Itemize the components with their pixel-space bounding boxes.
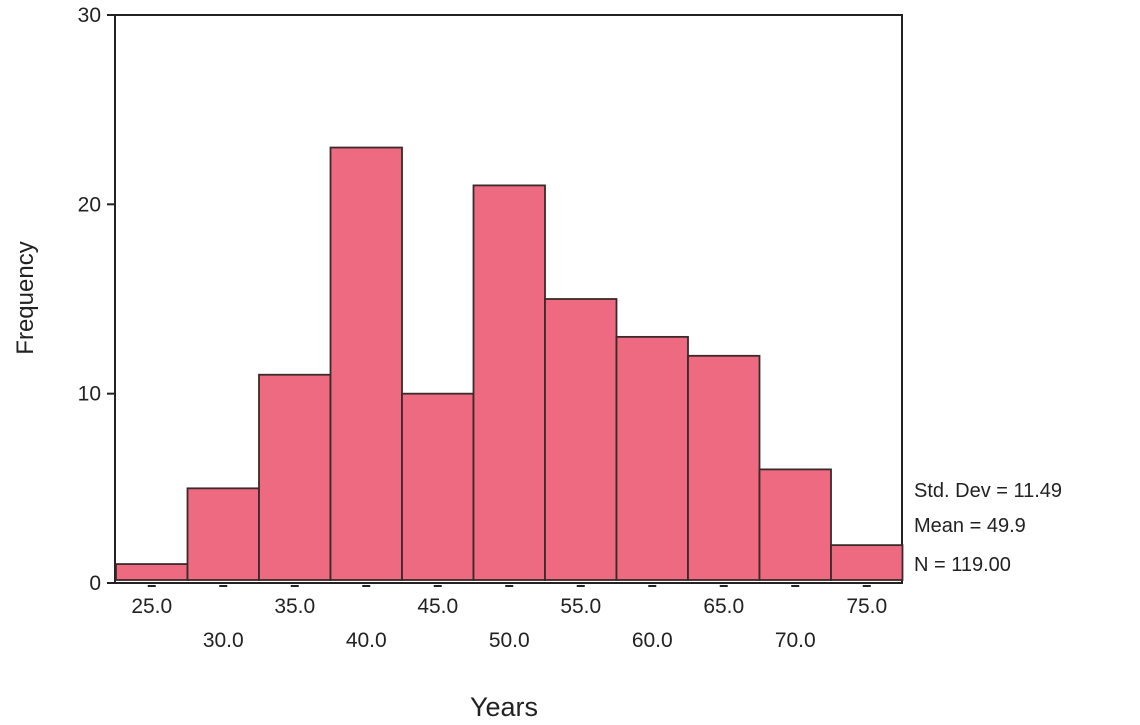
histogram-bar	[758, 468, 832, 581]
histogram-bar	[329, 146, 403, 581]
x-tick-label: 65.0	[703, 595, 744, 618]
histogram-bar	[687, 354, 761, 581]
histogram-bar	[830, 544, 904, 581]
x-tick-label: 55.0	[560, 595, 601, 618]
histogram-bar	[401, 392, 475, 581]
histogram-bar	[615, 335, 689, 581]
histogram-bar	[544, 298, 618, 581]
x-tick-label: 50.0	[489, 629, 530, 652]
x-axis-label: Years	[470, 692, 538, 722]
x-tick-label: 35.0	[274, 595, 315, 618]
y-tick-label: 10	[78, 383, 101, 406]
y-axis: 0 10 20 30	[78, 4, 115, 595]
bars-group	[115, 146, 904, 581]
std-dev-stat: Std. Dev = 11.49	[914, 480, 1062, 502]
x-tick-label: 60.0	[632, 629, 673, 652]
x-tick-label: 40.0	[346, 629, 387, 652]
histogram-bar	[472, 184, 546, 581]
histogram-bar	[115, 563, 189, 581]
mean-stat: Mean = 49.9	[914, 515, 1026, 537]
x-tick-label: 30.0	[203, 629, 244, 652]
x-tick-label: 45.0	[417, 595, 458, 618]
histogram-bar	[258, 373, 332, 581]
x-tick-label: 25.0	[131, 595, 172, 618]
y-tick-label: 20	[78, 193, 101, 216]
plot-frame	[114, 14, 903, 584]
y-axis-label: Frequency	[12, 241, 39, 354]
x-tick-label: 70.0	[775, 629, 816, 652]
y-tick-label: 0	[89, 572, 101, 595]
n-stat: N = 119.00	[914, 554, 1011, 576]
histogram-bar	[186, 487, 260, 581]
y-tick-label: 30	[78, 4, 101, 27]
x-tick-label: 75.0	[846, 595, 887, 618]
x-axis: 25.0 30.0 35.0 40.0 45.0 50.0 55.0 60.0 65.0 70.0…	[131, 585, 887, 652]
